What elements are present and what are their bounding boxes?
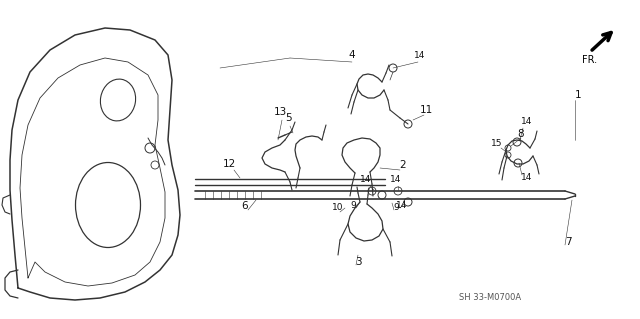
Text: 7: 7 xyxy=(564,237,572,247)
Text: 8: 8 xyxy=(518,129,524,139)
Text: FR.: FR. xyxy=(582,55,597,65)
Text: 13: 13 xyxy=(273,107,287,117)
Text: 4: 4 xyxy=(349,50,355,60)
Text: 15: 15 xyxy=(492,139,503,149)
Text: 3: 3 xyxy=(355,257,362,267)
Text: 14: 14 xyxy=(390,175,402,184)
Text: 1: 1 xyxy=(575,90,581,100)
Text: 6: 6 xyxy=(242,201,248,211)
Text: 9: 9 xyxy=(393,203,399,211)
Text: 14: 14 xyxy=(360,175,372,184)
Text: 12: 12 xyxy=(222,159,236,169)
Text: 14: 14 xyxy=(396,202,408,211)
Text: 5: 5 xyxy=(285,113,291,123)
Text: 14: 14 xyxy=(414,51,426,61)
Text: 14: 14 xyxy=(522,174,532,182)
Text: 11: 11 xyxy=(419,105,433,115)
Text: 14: 14 xyxy=(522,117,532,127)
Text: 2: 2 xyxy=(400,160,406,170)
Text: 9: 9 xyxy=(350,201,356,210)
Text: SH 33-M0700A: SH 33-M0700A xyxy=(459,293,521,302)
Text: 10: 10 xyxy=(332,204,344,212)
